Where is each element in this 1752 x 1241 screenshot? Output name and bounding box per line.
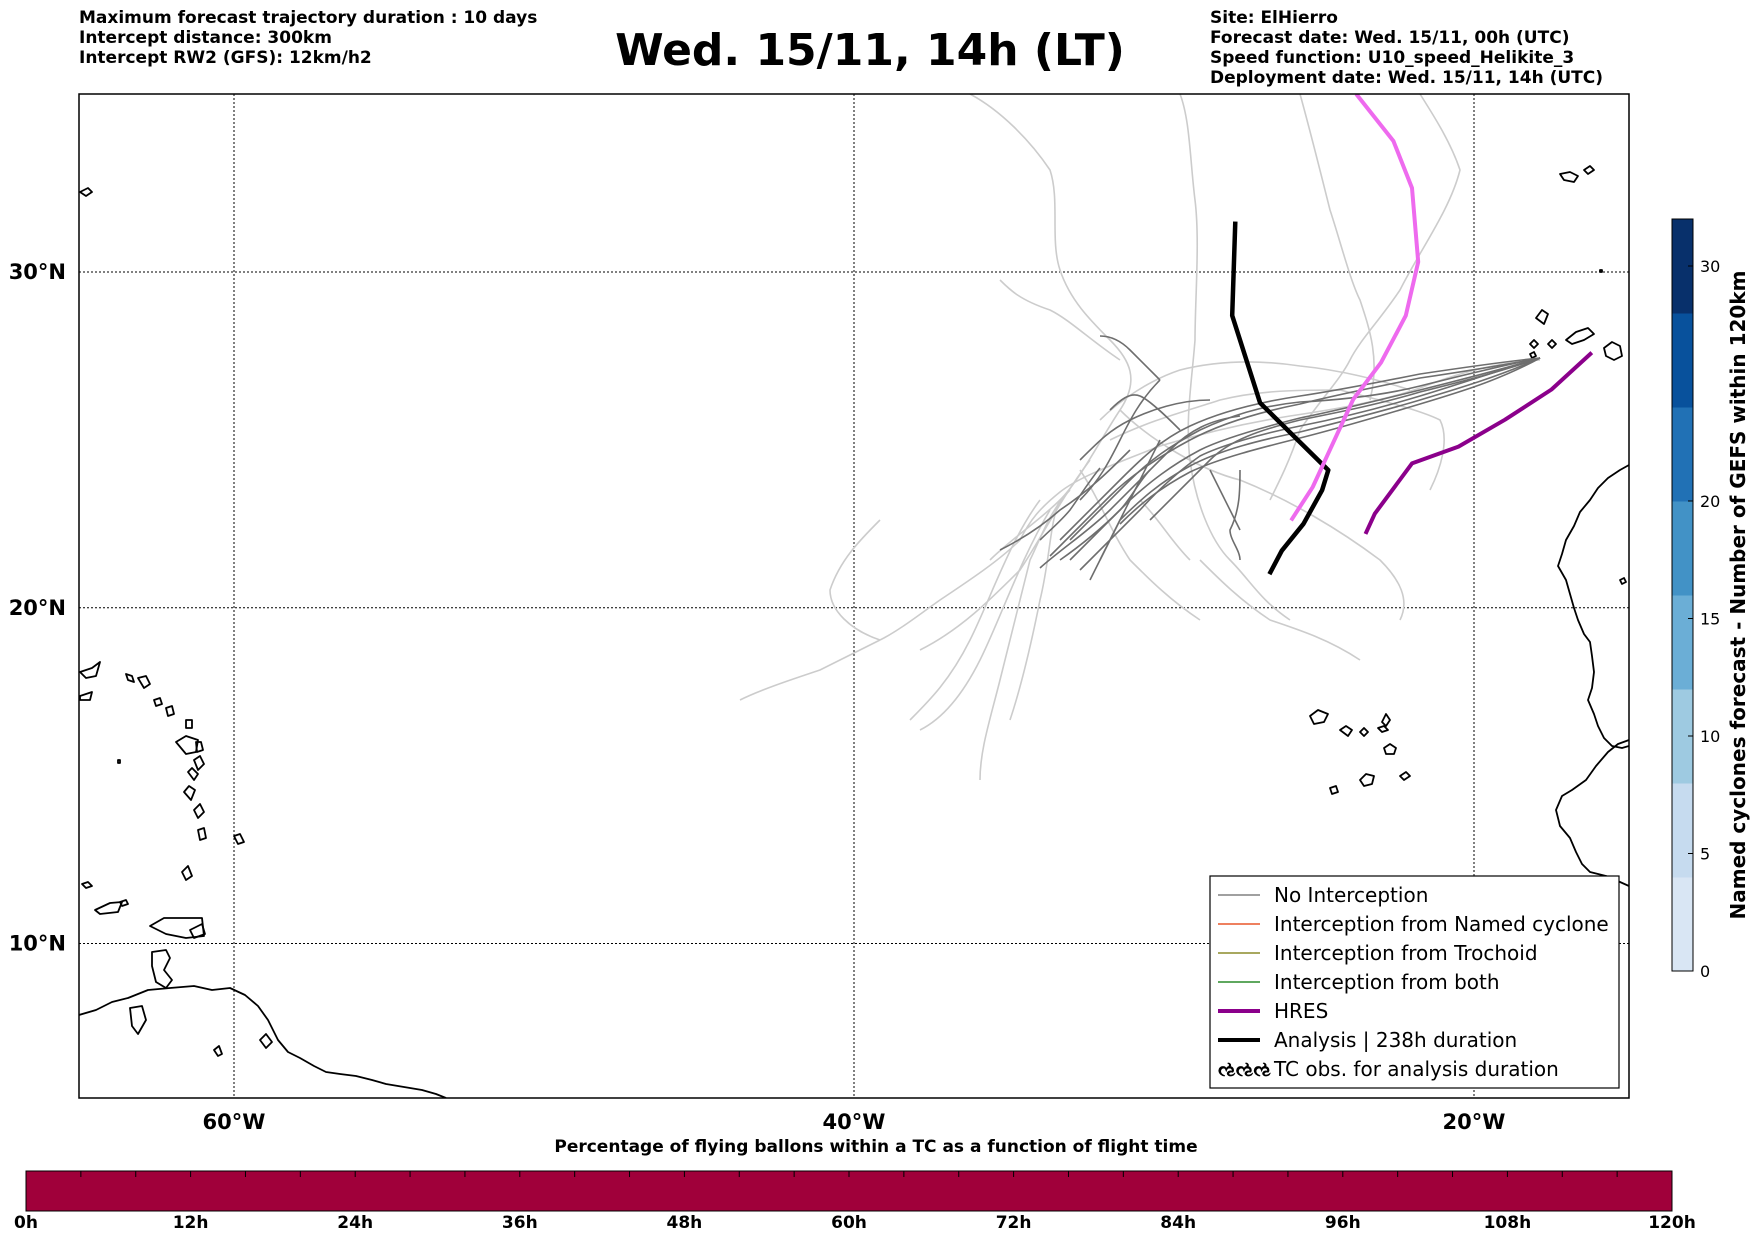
legend-item-label: Interception from Trochoid xyxy=(1274,941,1538,965)
legend-item-label: No Interception xyxy=(1274,883,1428,907)
colorbar-block xyxy=(1672,501,1693,596)
intercept-distance-text: Intercept distance: 300km xyxy=(79,28,332,48)
colorbar-block xyxy=(1672,689,1693,784)
south-america-coast xyxy=(79,985,447,1098)
timebar-hour-label: 48h xyxy=(666,1213,703,1233)
colorbar-block xyxy=(1672,877,1693,972)
colorbar-block xyxy=(1672,783,1693,878)
timebar-hour-label: 36h xyxy=(501,1213,538,1233)
colorbar-right: 0 5 10 15 20 30 Named cyclones forecast - Num… xyxy=(1671,218,1750,981)
forecast-date-text: Forecast date: Wed. 15/11, 00h (UTC) xyxy=(1210,28,1570,48)
hres-trajectory-layer xyxy=(1363,351,1594,535)
timebar-hour-label: 96h xyxy=(1324,1213,1361,1233)
timebar-title: Percentage of flying ballons within a TC… xyxy=(554,1137,1198,1157)
deployment-date-text: Deployment date: Wed. 15/11, 14h (UTC) xyxy=(1210,68,1604,88)
legend-item-label: Analysis | 238h duration xyxy=(1274,1028,1517,1052)
colorbar-block xyxy=(1672,407,1693,502)
header-right-info: Site: ElHierro Forecast date: Wed. 15/11… xyxy=(1210,8,1603,88)
legend-box xyxy=(1209,875,1620,1089)
timebar-hour-label: 120h xyxy=(1648,1213,1696,1233)
tc-obs-symbol-icon: ઌઌઌ xyxy=(1218,1057,1271,1081)
header-left-info: Maximum forecast trajectory duration : 1… xyxy=(79,8,537,68)
island-2 xyxy=(149,917,205,939)
lon-tick-label: 40°W xyxy=(823,1110,886,1134)
colorbar-block xyxy=(1672,595,1693,690)
timebar-hour-label: 84h xyxy=(1160,1213,1197,1233)
africa-coast xyxy=(1557,464,1629,749)
colorbar-frame xyxy=(1671,218,1694,972)
lat-tick-label: 30°N xyxy=(9,260,66,284)
map-frame xyxy=(78,93,1630,1099)
lat-tick-label: 20°N xyxy=(9,596,66,620)
timebar-hour-label: 60h xyxy=(831,1213,867,1233)
colorbar-tick-label: 30 xyxy=(1700,257,1720,276)
page-title: Wed. 15/11, 14h (LT) xyxy=(615,25,1125,76)
legend-item-label: Interception from both xyxy=(1274,970,1500,994)
timebar-hour-label: 0h xyxy=(14,1213,38,1233)
coastlines xyxy=(79,165,1629,1098)
timebar xyxy=(25,1170,1673,1212)
colorbar-block xyxy=(1672,219,1693,314)
colorbar-label: Named cyclones forecast - Number of GEFS… xyxy=(1726,271,1750,920)
analysis-trajectory-layer xyxy=(1229,221,1331,576)
speed-function-text: Speed function: U10_speed_Helikite_3 xyxy=(1210,48,1575,68)
colorbar-tick-label: 5 xyxy=(1700,845,1710,864)
colorbar-tick-label: 15 xyxy=(1700,610,1720,629)
colorbar-tick-label: 10 xyxy=(1700,727,1720,746)
colorbar-block xyxy=(1672,313,1693,408)
lon-tick-label: 60°W xyxy=(203,1110,266,1134)
timebar-hour-label: 24h xyxy=(337,1213,374,1233)
island-3 xyxy=(129,1005,147,1035)
canary-1 xyxy=(1535,309,1549,325)
legend-item-label: Interception from Named cyclone xyxy=(1274,912,1609,936)
axis-labels: 60°W 40°W 20°W 30°N 20°N 10°N xyxy=(9,260,1506,1134)
analysis-trajectory xyxy=(1229,221,1331,576)
site-text: Site: ElHierro xyxy=(1210,8,1338,28)
tobago-coast xyxy=(189,923,206,939)
madeira xyxy=(1559,171,1579,183)
legend: No Interception Interception from Named c… xyxy=(1209,875,1620,1089)
timebar-hour-label: 108h xyxy=(1483,1213,1532,1233)
cape-verde-1 xyxy=(1309,709,1329,725)
timebar-hour-label: 12h xyxy=(172,1213,209,1233)
colorbar-tick-label: 20 xyxy=(1700,492,1720,511)
hres-trajectory xyxy=(1363,351,1594,535)
intercept-rw2-text: Intercept RW2 (GFS): 12km/h2 xyxy=(79,48,372,68)
trinidad-coast xyxy=(151,949,173,989)
lat-tick-label: 10°N xyxy=(9,932,66,956)
lon-tick-label: 20°W xyxy=(1443,1110,1506,1134)
legend-item-label: HRES xyxy=(1274,999,1328,1023)
timebar-fill xyxy=(25,1170,1673,1212)
colorbar-tick-label: 0 xyxy=(1700,962,1710,981)
balloon-track-layer xyxy=(1289,94,1421,522)
timebar-hour-label: 72h xyxy=(995,1213,1032,1233)
ensemble-trajectories-light xyxy=(739,94,1541,781)
balloon-magenta-trajectory xyxy=(1289,94,1421,522)
island-1 xyxy=(94,901,123,915)
max-duration-text: Maximum forecast trajectory duration : 1… xyxy=(79,8,538,28)
legend-item-label: TC obs. for analysis duration xyxy=(1273,1057,1559,1081)
